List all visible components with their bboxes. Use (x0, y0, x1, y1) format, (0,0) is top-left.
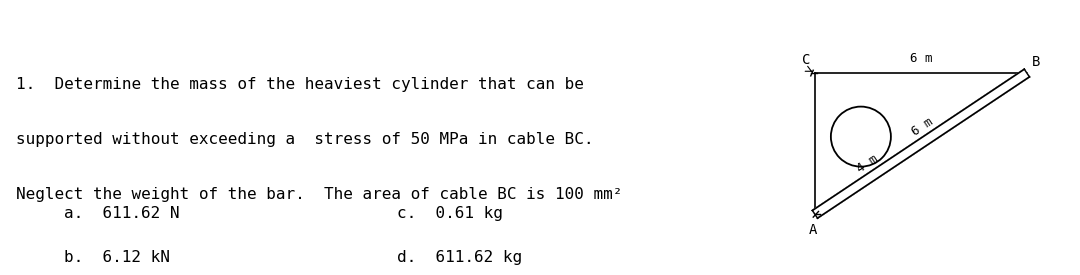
Text: 4 m: 4 m (854, 153, 880, 176)
Text: d.  611.62 kg: d. 611.62 kg (397, 250, 522, 265)
Text: c.  0.61 kg: c. 0.61 kg (397, 206, 503, 221)
Text: B: B (1032, 55, 1040, 69)
Text: b.  6.12 kN: b. 6.12 kN (64, 250, 170, 265)
Text: 6 m: 6 m (909, 115, 935, 139)
Text: supported without exceeding a  stress of 50 MPa in cable BC.: supported without exceeding a stress of … (16, 132, 593, 147)
Text: C: C (802, 53, 811, 67)
Text: 1.  Determine the mass of the heaviest cylinder that can be: 1. Determine the mass of the heaviest cy… (16, 77, 584, 92)
Text: Neglect the weight of the bar.  The area of cable BC is 100 mm²: Neglect the weight of the bar. The area … (16, 187, 622, 202)
Text: A: A (809, 223, 818, 237)
Polygon shape (812, 69, 1029, 218)
Text: 6 m: 6 m (909, 52, 932, 65)
Text: a.  611.62 N: a. 611.62 N (64, 206, 179, 221)
